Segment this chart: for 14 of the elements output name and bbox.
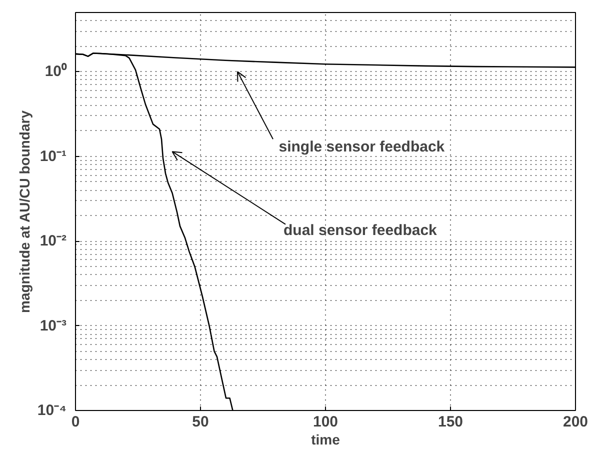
y-tick-label: 10⁻⁴ bbox=[37, 402, 67, 419]
x-tick-label: 0 bbox=[71, 414, 80, 430]
y-tick-label: 10⁻³ bbox=[40, 317, 67, 334]
x-tick-label: 150 bbox=[438, 414, 464, 430]
x-tick-label: 200 bbox=[562, 414, 588, 430]
y-tick-label: 10⁻¹ bbox=[40, 148, 67, 165]
x-axis-title: time bbox=[311, 432, 340, 448]
y-axis-title: magnitude at AU/CU boundary bbox=[16, 110, 32, 314]
x-tick-label: 100 bbox=[312, 414, 338, 430]
annotation: dual sensor feedback bbox=[284, 222, 438, 240]
y-tick-label: 10⁰ bbox=[44, 62, 68, 80]
x-tick-label: 50 bbox=[192, 414, 209, 430]
y-tick-label: 10⁻² bbox=[40, 232, 67, 250]
annotation: single sensor feedback bbox=[278, 138, 446, 156]
